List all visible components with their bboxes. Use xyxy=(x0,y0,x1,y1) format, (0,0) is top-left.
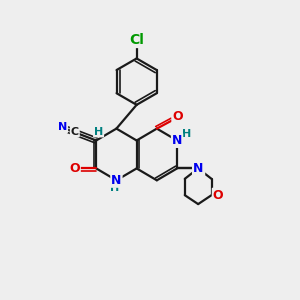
Text: N: N xyxy=(194,162,204,175)
Text: H: H xyxy=(94,127,103,136)
Text: O: O xyxy=(213,189,224,202)
Text: N: N xyxy=(111,174,122,187)
Text: H: H xyxy=(182,129,191,139)
Text: Cl: Cl xyxy=(129,33,144,47)
Text: O: O xyxy=(69,162,80,175)
Text: N: N xyxy=(172,134,182,147)
Text: N: N xyxy=(193,162,203,175)
Text: O: O xyxy=(172,110,183,123)
Text: C: C xyxy=(71,127,79,136)
Text: N: N xyxy=(58,122,67,132)
Text: H: H xyxy=(110,183,120,193)
